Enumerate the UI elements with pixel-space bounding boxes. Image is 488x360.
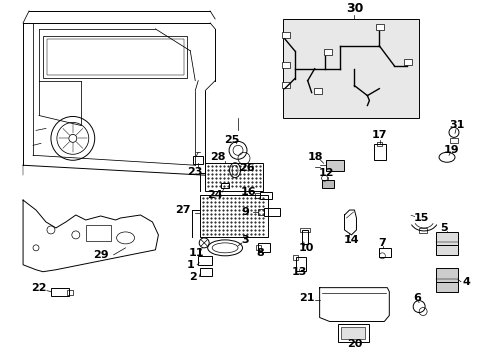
Text: 30: 30	[345, 3, 363, 15]
Bar	[435, 282, 457, 292]
Bar	[404, 59, 411, 65]
Bar	[325, 160, 343, 171]
Text: 23: 23	[187, 167, 203, 177]
Bar	[281, 62, 289, 68]
Text: 21: 21	[298, 293, 314, 303]
Bar	[281, 82, 289, 87]
Bar	[47, 39, 184, 75]
Bar	[376, 24, 384, 30]
Text: 24: 24	[207, 190, 223, 200]
Text: 14: 14	[343, 235, 359, 245]
Text: 9: 9	[241, 207, 248, 217]
Text: 26: 26	[239, 163, 254, 173]
Bar	[205, 163, 263, 191]
Bar	[200, 268, 212, 276]
Bar	[435, 232, 457, 245]
Bar	[51, 288, 69, 296]
Bar	[264, 208, 279, 216]
Text: 22: 22	[31, 283, 47, 293]
Bar	[379, 248, 390, 257]
Bar	[281, 32, 289, 38]
Bar	[67, 290, 73, 294]
Text: 11: 11	[188, 248, 203, 258]
Bar	[43, 36, 187, 78]
Bar	[221, 183, 228, 188]
Text: 19: 19	[443, 145, 459, 155]
Text: 31: 31	[448, 121, 464, 130]
Text: 10: 10	[298, 243, 314, 253]
Bar	[257, 243, 269, 252]
Text: 6: 6	[412, 293, 420, 303]
Text: 12: 12	[318, 168, 334, 178]
Text: 8: 8	[256, 248, 263, 258]
Bar	[260, 192, 271, 199]
Bar	[449, 138, 457, 143]
Bar	[321, 180, 333, 188]
Bar	[292, 255, 297, 260]
Bar	[295, 257, 305, 271]
Bar	[340, 328, 365, 339]
Text: 20: 20	[346, 339, 362, 349]
Bar	[337, 324, 368, 342]
Text: 1: 1	[186, 260, 194, 270]
Text: 29: 29	[93, 250, 108, 260]
Bar	[282, 19, 418, 118]
Bar	[301, 230, 307, 244]
Bar	[198, 256, 212, 265]
Bar	[255, 245, 261, 250]
Text: 18: 18	[307, 152, 323, 162]
Bar	[200, 195, 267, 237]
Text: 16: 16	[241, 187, 256, 197]
Bar	[85, 225, 110, 241]
Bar	[323, 49, 331, 55]
Text: 7: 7	[378, 238, 386, 248]
Bar	[257, 209, 264, 215]
Bar	[418, 228, 426, 233]
Bar	[299, 228, 309, 232]
Text: 3: 3	[241, 235, 248, 245]
Text: 25: 25	[224, 135, 239, 145]
Text: 2: 2	[189, 272, 197, 282]
Text: 5: 5	[439, 223, 447, 233]
Bar	[377, 142, 382, 146]
Bar	[435, 245, 457, 255]
Text: 13: 13	[291, 267, 307, 277]
Text: 15: 15	[413, 213, 428, 223]
Bar	[254, 193, 260, 198]
Text: 28: 28	[210, 152, 225, 162]
Text: 17: 17	[371, 130, 386, 140]
Bar	[435, 268, 457, 282]
Bar	[193, 156, 203, 164]
Text: 4: 4	[462, 277, 470, 287]
Bar	[313, 87, 321, 94]
Text: 27: 27	[175, 205, 191, 215]
Bar	[374, 144, 386, 160]
